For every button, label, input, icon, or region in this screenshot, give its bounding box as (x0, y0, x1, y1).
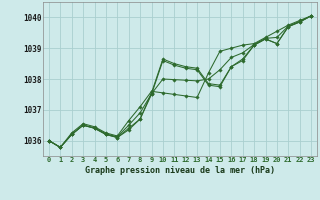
X-axis label: Graphe pression niveau de la mer (hPa): Graphe pression niveau de la mer (hPa) (85, 166, 275, 175)
